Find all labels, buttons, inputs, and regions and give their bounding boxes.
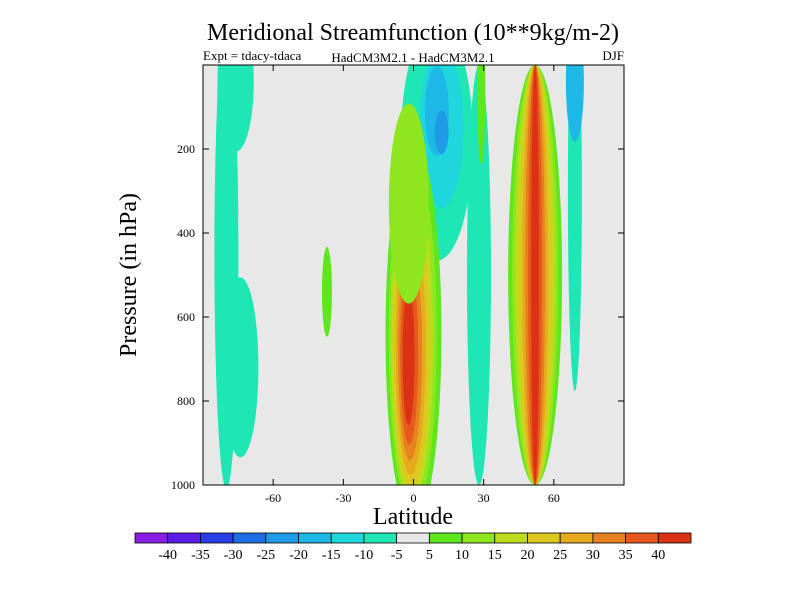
colorbar-label: 30 bbox=[586, 548, 600, 563]
x-tick-label: 0 bbox=[411, 491, 417, 505]
y-axis-label: Pressure (in hPa) bbox=[116, 193, 142, 357]
colorbar-swatch bbox=[298, 532, 332, 544]
axis-ticks: -60 -30 0 30 60 200 400 600 800 1000 bbox=[171, 65, 624, 505]
colorbar-swatch bbox=[396, 532, 430, 544]
contour-trop-pos-7 bbox=[402, 289, 415, 426]
colorbar-label: -5 bbox=[391, 548, 403, 563]
contour-n-polar-b bbox=[565, 65, 584, 142]
colorbar-swatch bbox=[167, 532, 201, 544]
colorbar-label: 20 bbox=[520, 548, 534, 563]
y-tick-label: 400 bbox=[177, 226, 195, 240]
colorbar-label: 35 bbox=[619, 548, 633, 563]
colorbar-label: 15 bbox=[488, 548, 502, 563]
x-tick-label: -60 bbox=[265, 491, 281, 505]
subtitle-center: HadCM3M2.1 - HadCM3M2.1 bbox=[331, 50, 494, 65]
colorbar-swatch bbox=[265, 532, 299, 544]
colorbar-swatch bbox=[461, 532, 496, 544]
colorbar-label: -40 bbox=[158, 548, 177, 563]
colorbar-label: -10 bbox=[355, 548, 374, 563]
colorbar-swatch bbox=[527, 532, 561, 544]
contour-n-polar bbox=[567, 65, 582, 391]
contour-trop-pos-upper bbox=[388, 103, 429, 304]
colorbar-label: -30 bbox=[224, 548, 243, 563]
y-tick-label: 200 bbox=[177, 142, 195, 156]
contour-thin-green bbox=[477, 65, 486, 165]
colorbar-swatch bbox=[494, 532, 528, 544]
colorbar-label: -25 bbox=[256, 548, 275, 563]
colorbar-label: 5 bbox=[426, 548, 433, 563]
x-axis-label: Latitude bbox=[373, 504, 453, 530]
colorbar-swatch bbox=[559, 532, 594, 544]
colorbar-swatch bbox=[428, 532, 463, 544]
colorbar-label: 10 bbox=[455, 548, 469, 563]
colorbar-swatch bbox=[200, 532, 234, 544]
colorbar-swatch bbox=[363, 532, 398, 544]
y-tick-label: 800 bbox=[177, 394, 195, 408]
contour-s-polar-c bbox=[222, 277, 259, 458]
contour-upper-neg-4 bbox=[434, 110, 449, 155]
colorbar-label: -15 bbox=[322, 548, 341, 563]
contour-s-polar-d bbox=[216, 65, 227, 391]
x-tick-label: -30 bbox=[335, 491, 351, 505]
subtitle-right: DJF bbox=[602, 48, 624, 63]
colorbar-label: 40 bbox=[651, 548, 665, 563]
contour-upper-neg-1 bbox=[466, 65, 491, 485]
y-tick-label: 1000 bbox=[171, 478, 195, 492]
colorbar-swatch bbox=[134, 532, 169, 544]
colorbar-swatch bbox=[592, 532, 626, 544]
colorbar-swatch bbox=[657, 532, 692, 544]
colorbar-label: -35 bbox=[191, 548, 210, 563]
x-tick-label: 30 bbox=[478, 491, 490, 505]
colorbar-label: 25 bbox=[553, 548, 567, 563]
colorbar-swatch bbox=[232, 532, 267, 544]
x-tick-label: 60 bbox=[548, 491, 560, 505]
y-tick-label: 600 bbox=[177, 310, 195, 324]
contour-n-pos-7 bbox=[531, 65, 540, 485]
colorbar-label: -20 bbox=[289, 548, 308, 563]
colorbar-swatch bbox=[330, 532, 365, 544]
contour-s-mid-neg bbox=[321, 246, 332, 337]
colorbar: -40 -35 -30 -25 -20 -15 -10 -5 5 10 15 20 25 30 35 40 bbox=[134, 532, 692, 563]
chart-title: Meridional Streamfunction (10**9kg/m-2) bbox=[207, 20, 619, 46]
colorbar-swatch bbox=[625, 532, 659, 544]
contour-layer bbox=[214, 65, 584, 485]
subtitle-left: Expt = tdacy-tdaca bbox=[203, 48, 302, 63]
